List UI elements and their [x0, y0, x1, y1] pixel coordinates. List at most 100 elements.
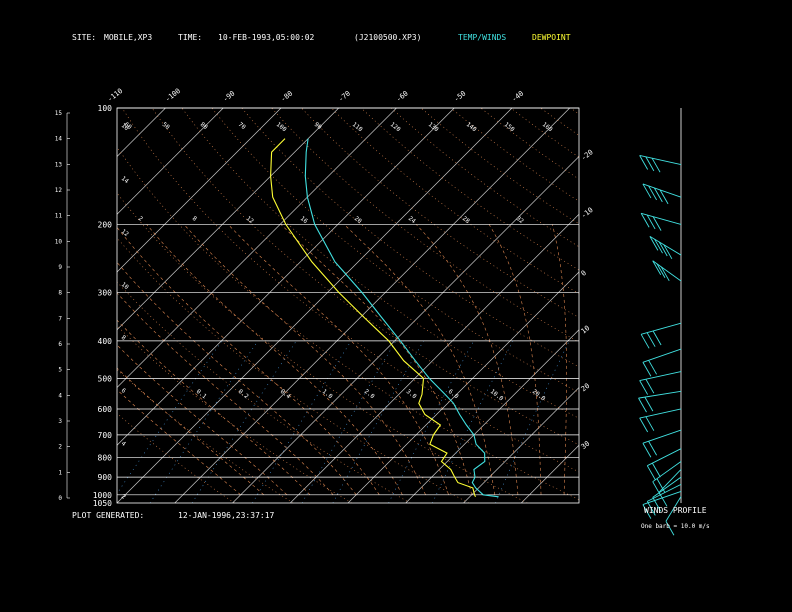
dry-adiabat-line [151, 108, 579, 446]
wind-barb-staff [638, 390, 682, 399]
moist-adiabat-label: 24 [407, 215, 417, 225]
dry-adiabat-line [480, 108, 579, 180]
height-tick-label: 4 [58, 392, 62, 399]
height-side-label: 16 [120, 122, 130, 132]
plot-generated-label: PLOT GENERATED: [72, 511, 144, 520]
winds-profile-scale: One barb = 10.0 m/s [641, 523, 710, 530]
wind-barb-flag [659, 189, 669, 205]
height-side-label: 14 [120, 175, 130, 185]
dry-adiabat-label: 140 [465, 121, 478, 133]
height-tick-label: 12 [55, 187, 63, 194]
wind-barb-staff [639, 371, 682, 381]
height-tick-label: 13 [55, 161, 63, 168]
isotherm-line [463, 387, 579, 503]
dry-adiabat-label: 160 [541, 121, 554, 133]
height-side-label: 12 [120, 228, 130, 238]
dry-adiabat-line [211, 108, 579, 393]
wind-barb-flag [651, 157, 661, 173]
dry-adiabat-line [117, 369, 294, 503]
moist-adiabat-label: 28 [461, 215, 471, 225]
dry-adiabat-line [117, 192, 528, 503]
winds-profile-title: WINDS PROFILE [644, 506, 707, 515]
wind-barb-flag [640, 334, 650, 349]
dry-adiabat-line [390, 108, 579, 248]
height-side-label: 8 [120, 334, 127, 342]
plot-frame [66, 107, 580, 504]
pressure-tick-label: 500 [98, 374, 113, 383]
pressure-tick-label: 100 [98, 104, 113, 113]
pressure-tick-label: 800 [98, 453, 113, 462]
winds-profile [638, 108, 682, 536]
time-label: TIME: [178, 33, 202, 42]
mixing-ratio-label: 10.0 [489, 388, 505, 403]
dry-adiabat-label: 80 [199, 121, 209, 131]
wind-barb-flag [640, 213, 650, 228]
isotherm-line [117, 108, 513, 503]
top-temp-label: -50 [453, 89, 468, 103]
isotherm-line [117, 108, 282, 273]
wind-barb-flag [639, 155, 649, 170]
moist-adiabat-line [416, 224, 519, 495]
top-temp-label: -100 [164, 87, 182, 104]
isotherm-line [0, 108, 50, 503]
moist-adiabat-label: 32 [515, 215, 525, 225]
plot-generated-value: 12-JAN-1996,23:37:17 [178, 511, 275, 520]
dry-adiabat-line [360, 108, 579, 271]
height-side-label: 6 [120, 387, 127, 395]
isotherm-line [290, 213, 579, 503]
dry-adiabat-label: 100 [275, 121, 288, 133]
wind-barb-flag [639, 417, 649, 433]
wind-barb-staff [642, 348, 682, 363]
wind-barb-staff [665, 496, 682, 522]
isotherm-line [117, 108, 224, 215]
mixing-ratio-label: 0.1 [195, 388, 208, 400]
moist-adiabat-label: 20 [353, 215, 363, 225]
height-tick-label: 5 [58, 367, 62, 374]
top-temp-label: -60 [395, 89, 410, 103]
top-temp-label: -40 [510, 89, 525, 103]
dry-adiabat-line [450, 108, 579, 202]
moist-adiabat-line [117, 292, 334, 495]
moist-adiabat-label: 12 [245, 215, 255, 225]
wind-barb-flag [649, 236, 659, 251]
moist-adiabat-line [488, 224, 542, 495]
dry-adiabat-line [540, 108, 579, 136]
top-temp-label: -110 [106, 87, 124, 104]
mixing-ratio-label: 1.0 [321, 388, 334, 400]
wind-barb-flag [646, 501, 656, 516]
isotherm-line [117, 108, 397, 388]
right-temp-label: 30 [580, 440, 592, 451]
wind-barb-flag [660, 266, 670, 282]
moist-adiabat-line [117, 261, 357, 495]
wind-barb-flag [652, 216, 662, 231]
wind-barb-flag [642, 362, 652, 377]
mixing-ratio-line [117, 340, 223, 495]
moist-adiabat-label: 2 [137, 215, 144, 223]
legend-dewpoint: DEWPOINT [532, 33, 571, 42]
wind-barb-flag [646, 465, 656, 480]
moist-adiabat-line [117, 226, 380, 495]
wind-barb-staff [647, 484, 682, 502]
pressure-tick-label: 900 [98, 473, 113, 482]
isotherm-line [578, 502, 579, 503]
wind-barb-staff [647, 448, 682, 467]
mixing-ratio-line [495, 340, 570, 503]
dry-adiabat-label: 90 [313, 121, 323, 131]
wind-barb-flag [642, 183, 652, 199]
right-temp-label: 0 [580, 269, 588, 278]
wind-barb-flag [642, 504, 652, 519]
right-temp-label: 20 [580, 382, 592, 393]
mixing-ratio-line [301, 340, 397, 503]
top-temp-label: -80 [279, 89, 294, 103]
mixing-ratio-line [252, 340, 352, 503]
right-temp-label: -20 [580, 148, 595, 162]
wind-barb-flag [658, 241, 668, 257]
wind-barb-flag [654, 238, 663, 254]
isotherm-line [232, 156, 579, 503]
mixing-ratio-label: 3.0 [405, 388, 418, 400]
wind-barb-flag [656, 478, 666, 493]
wind-barb-staff [641, 212, 682, 225]
dry-adiabat-label: 50 [161, 121, 171, 131]
pressure-tick-label: 1050 [93, 499, 112, 508]
wind-barb-flag [642, 442, 652, 458]
